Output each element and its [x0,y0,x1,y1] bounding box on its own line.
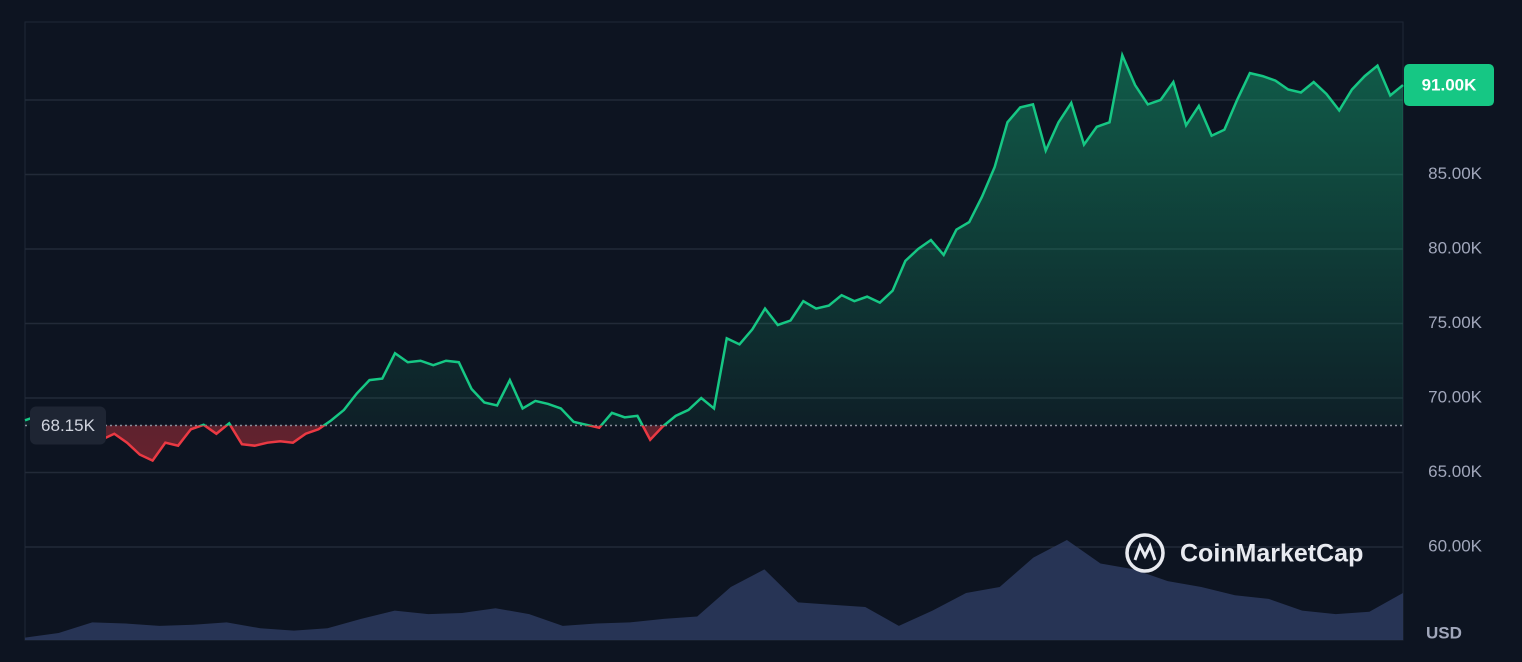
baseline-label: 68.15K [41,416,96,435]
brand: CoinMarketCap [1180,540,1363,568]
volume-area [25,540,1403,640]
price-label: 91.00K [1422,76,1478,95]
price-badge [1404,64,1494,107]
price-line-down [65,425,666,463]
area-up [25,55,1403,426]
currency: USD [1426,623,1462,642]
baseline-badge [30,406,106,445]
area-down [68,425,664,461]
logo: CoinMarketCap [1125,533,1363,573]
y-tick-label: 80.00K [1428,238,1483,257]
price-line-up [24,50,1404,426]
y-tick-label: 65.00K [1428,462,1483,481]
y-tick-label: 75.00K [1428,313,1483,332]
y-tick-label: 60.00K [1428,536,1483,555]
y-tick-label: 85.00K [1428,164,1483,183]
y-tick-label: 70.00K [1428,387,1483,406]
